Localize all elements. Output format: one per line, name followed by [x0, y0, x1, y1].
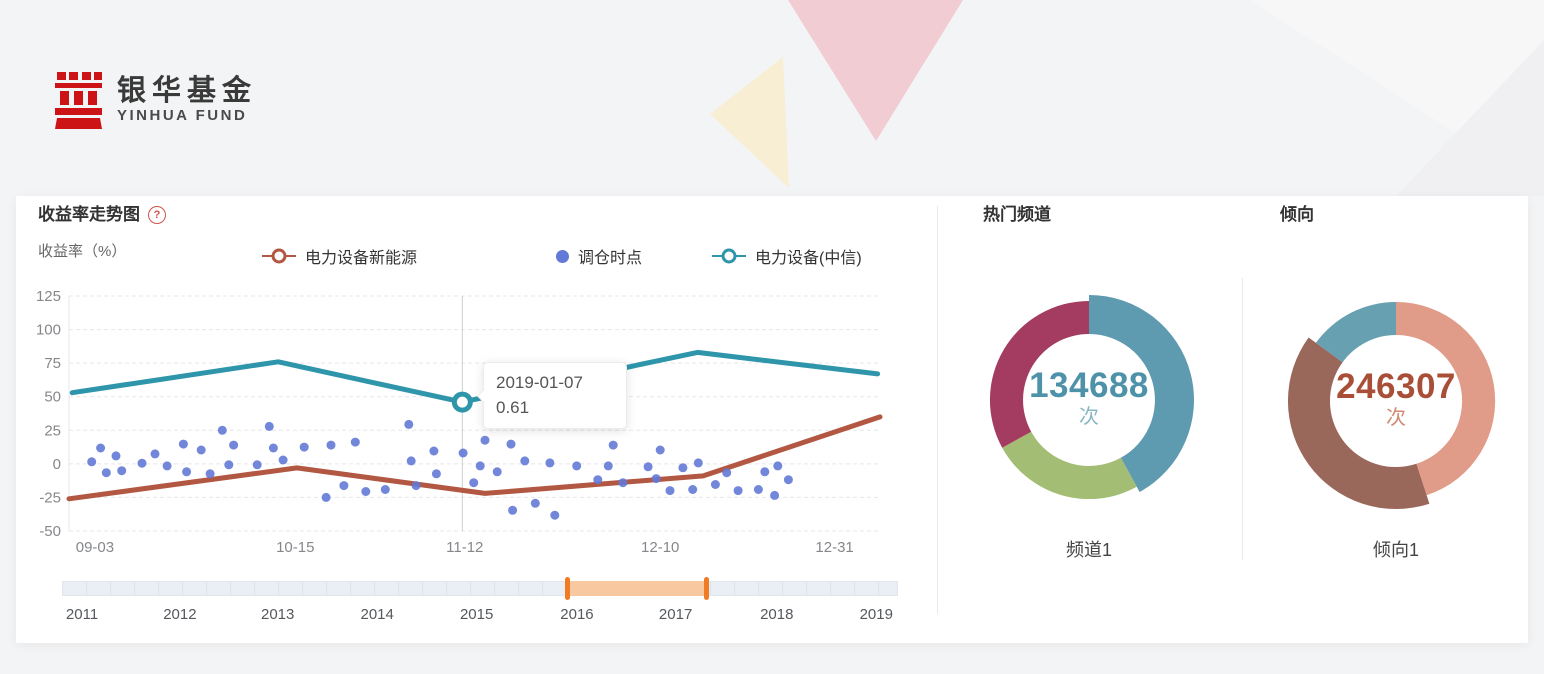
channels-title: 热门频道	[983, 205, 1051, 224]
slice-maroon	[989, 301, 1089, 448]
svg-text:0: 0	[53, 456, 61, 473]
svg-text:12-31: 12-31	[815, 539, 853, 556]
logo-name-en: YINHUA FUND	[117, 107, 248, 124]
dashboard-card: 收益率走势图 ? 收益率（%） 电力设备新能源 调仓时点 电力设备(中信) 12…	[16, 196, 1528, 643]
svg-text:50: 50	[44, 389, 61, 406]
channels-donut-chart[interactable]	[973, 284, 1205, 516]
time-slider-handle-left[interactable]	[565, 577, 571, 600]
panel-divider	[937, 206, 938, 614]
slice-teal	[1089, 295, 1194, 492]
logo-name-cn: 银华基金	[117, 75, 258, 107]
time-slider-track[interactable]	[62, 581, 898, 596]
trend-line-chart[interactable]: 125 100 75 50 25 0 -25 -50 09-03 10-15 11-12 12-10 1…	[16, 280, 926, 560]
svg-text:11-12: 11-12	[446, 539, 483, 556]
legend-label: 调仓时点	[578, 250, 643, 267]
channels-unit: 次	[1079, 406, 1099, 428]
legend-item-fund[interactable]: 电力设备新能源	[262, 244, 417, 268]
year-label: 2015	[459, 606, 494, 623]
tooltip-value: 0.61	[496, 397, 530, 417]
tendency-unit: 次	[1386, 407, 1406, 429]
channels-value: 134688	[1029, 366, 1149, 405]
svg-text:09-03: 09-03	[76, 539, 114, 556]
yinhua-logo: 银华基金 YINHUA FUND	[55, 72, 257, 130]
tendency-title: 倾向	[1280, 205, 1314, 224]
y-axis-title: 收益率（%）	[38, 243, 127, 260]
legend-line-circle-icon	[712, 248, 746, 264]
trend-title: 收益率走势图	[38, 205, 140, 224]
legend-line-circle-icon	[262, 248, 296, 264]
year-label: 2011	[65, 606, 99, 623]
yinhua-logo-icon	[55, 72, 102, 129]
svg-text:12-10: 12-10	[641, 539, 679, 556]
time-slider-selection[interactable]	[567, 581, 707, 596]
slice-green	[1002, 431, 1137, 500]
scatter-series	[87, 419, 793, 520]
legend-dot-icon	[556, 249, 569, 263]
tooltip-date: 2019-01-07	[496, 373, 583, 392]
line-series	[69, 349, 881, 405]
year-label: 2016	[560, 606, 594, 623]
channels-center: 134688 次	[1004, 367, 1174, 429]
year-label: 2014	[360, 606, 394, 623]
legend-label: 电力设备新能源	[305, 250, 418, 267]
tendency-center: 246307 次	[1311, 368, 1481, 430]
legend-item-index[interactable]: 电力设备(中信)	[712, 244, 862, 268]
year-label: 2018	[760, 606, 794, 623]
svg-text:25: 25	[44, 422, 61, 439]
svg-text:-25: -25	[39, 489, 61, 506]
help-icon[interactable]: ?	[148, 206, 166, 224]
year-label: 2017	[658, 606, 693, 623]
highlight-marker	[451, 391, 473, 413]
legend-item-rebalance[interactable]: 调仓时点	[556, 244, 642, 268]
svg-text:-50: -50	[39, 523, 61, 540]
gridlines: 125 100 75 50 25 0 -25 -50 09-03 10-15 11-12 12-10 1…	[36, 288, 880, 556]
chart-tooltip: 2019-01-07 0.61	[483, 362, 627, 430]
svg-text:125: 125	[36, 288, 61, 305]
year-label: 2012	[163, 606, 197, 623]
channels-label: 频道1	[1065, 540, 1112, 560]
year-label: 2013	[261, 606, 295, 623]
slice-brown	[1287, 337, 1430, 510]
tendency-donut-chart[interactable]	[1280, 285, 1512, 517]
panel-divider	[1242, 278, 1243, 560]
svg-text:100: 100	[36, 322, 61, 339]
legend-label: 电力设备(中信)	[755, 250, 862, 267]
slice-salmon	[1396, 301, 1496, 496]
line-series	[66, 414, 883, 502]
tendency-value: 246307	[1336, 367, 1456, 406]
svg-text:75: 75	[44, 355, 61, 372]
trend-panel-title-row: 收益率走势图 ?	[38, 204, 166, 226]
time-slider-handle-right[interactable]	[704, 577, 710, 600]
svg-text:10-15: 10-15	[276, 539, 314, 556]
tendency-label: 倾向1	[1372, 540, 1419, 560]
year-label: 2019	[859, 606, 893, 623]
slice-teal	[1315, 302, 1396, 363]
